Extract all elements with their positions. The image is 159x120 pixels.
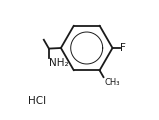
Text: CH₃: CH₃	[104, 78, 120, 87]
Text: HCl: HCl	[28, 96, 46, 106]
Text: NH₂: NH₂	[49, 58, 69, 68]
Text: F: F	[120, 43, 126, 53]
